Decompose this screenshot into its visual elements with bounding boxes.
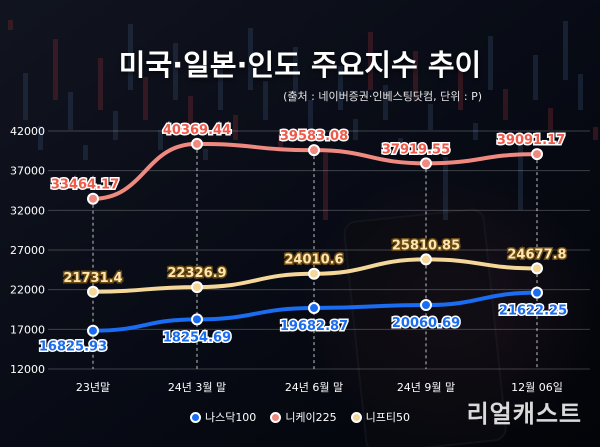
data-point-nasdaq bbox=[420, 299, 432, 312]
x-tick-label: 24년 3월 말 bbox=[168, 381, 226, 394]
x-tick-label: 24년 9월 말 bbox=[397, 381, 455, 394]
y-tick-label: 12000 bbox=[10, 363, 45, 376]
y-tick-label: 32000 bbox=[10, 204, 45, 217]
x-tick-label: 24년 6월 말 bbox=[285, 381, 343, 394]
y-tick-label: 17000 bbox=[10, 323, 45, 336]
data-point-nasdaq bbox=[87, 324, 99, 337]
data-point-nifty bbox=[420, 253, 432, 266]
data-point-nifty bbox=[531, 262, 543, 275]
y-axis: 12000 17000 22000 27000 32000 37000 42000 bbox=[10, 125, 45, 376]
data-label-nikkei: 39091.17 bbox=[497, 133, 565, 148]
data-label-nasdaq: 20060.69 bbox=[392, 316, 460, 331]
phone-silhouette bbox=[343, 208, 507, 447]
legend-swatch-nikkei bbox=[270, 411, 282, 423]
data-label-nasdaq: 19682.87 bbox=[280, 319, 348, 334]
chart-source: (출처 : 네이버증권·인베스팅닷컴, 단위 : P) bbox=[283, 90, 482, 103]
x-tick-label: 12월 06일 bbox=[511, 380, 563, 394]
legend: 나스닥100 니케이225 니프티50 bbox=[0, 409, 600, 425]
legend-item-nikkei: 니케이225 bbox=[270, 409, 337, 425]
legend-label-nikkei: 니케이225 bbox=[285, 411, 337, 424]
data-label-nifty: 24010.6 bbox=[284, 253, 343, 268]
data-point-nikkei bbox=[191, 137, 203, 150]
data-label-nikkei: 33464.17 bbox=[51, 178, 119, 193]
data-label-nikkei: 40369.44 bbox=[163, 123, 231, 138]
data-point-nifty bbox=[308, 267, 320, 280]
data-point-nifty bbox=[191, 281, 203, 294]
data-label-nifty: 24677.8 bbox=[507, 247, 566, 262]
data-label-nikkei: 39583.08 bbox=[280, 129, 348, 144]
data-point-nikkei bbox=[87, 192, 99, 205]
data-point-nikkei bbox=[531, 148, 543, 161]
legend-swatch-nasdaq bbox=[189, 411, 201, 423]
legend-swatch-nifty bbox=[350, 411, 362, 423]
legend-label-nasdaq: 나스닥100 bbox=[204, 411, 257, 424]
y-tick-label: 27000 bbox=[10, 244, 45, 257]
grid bbox=[48, 130, 590, 370]
series bbox=[87, 137, 543, 337]
data-point-nasdaq bbox=[531, 286, 543, 299]
x-tick-label: 23년말 bbox=[76, 381, 110, 394]
legend-item-nasdaq: 나스닥100 bbox=[189, 409, 257, 425]
data-point-nifty bbox=[87, 285, 99, 298]
data-label-nifty: 25810.85 bbox=[392, 238, 460, 253]
chart-title: 미국·일본·인도 주요지수 추이 bbox=[118, 48, 482, 82]
data-labels: 16825.93 18254.69 19682.87 20060.69 21622.25… bbox=[37, 121, 568, 356]
data-label-nasdaq: 16825.93 bbox=[39, 340, 107, 355]
y-tick-label: 22000 bbox=[10, 284, 45, 297]
data-label-nasdaq: 21622.25 bbox=[499, 304, 567, 319]
data-point-nasdaq bbox=[308, 302, 320, 315]
y-tick-label: 37000 bbox=[10, 165, 45, 178]
data-label-nifty: 22326.9 bbox=[167, 266, 226, 281]
data-label-nasdaq: 18254.69 bbox=[163, 330, 231, 345]
data-point-nikkei bbox=[420, 157, 432, 170]
data-label-nikkei: 37919.55 bbox=[382, 142, 450, 157]
x-axis: 23년말 24년 3월 말 24년 6월 말 24년 9월 말 12월 06일 bbox=[76, 380, 563, 394]
y-tick-label: 42000 bbox=[10, 125, 45, 138]
data-point-nikkei bbox=[308, 144, 320, 157]
legend-item-nifty: 니프티50 bbox=[350, 409, 411, 425]
legend-label-nifty: 니프티50 bbox=[365, 411, 411, 424]
data-point-nasdaq bbox=[191, 313, 203, 326]
data-label-nifty: 21731.4 bbox=[63, 271, 122, 286]
watermark-logo: 리얼캐스트 bbox=[466, 400, 582, 428]
